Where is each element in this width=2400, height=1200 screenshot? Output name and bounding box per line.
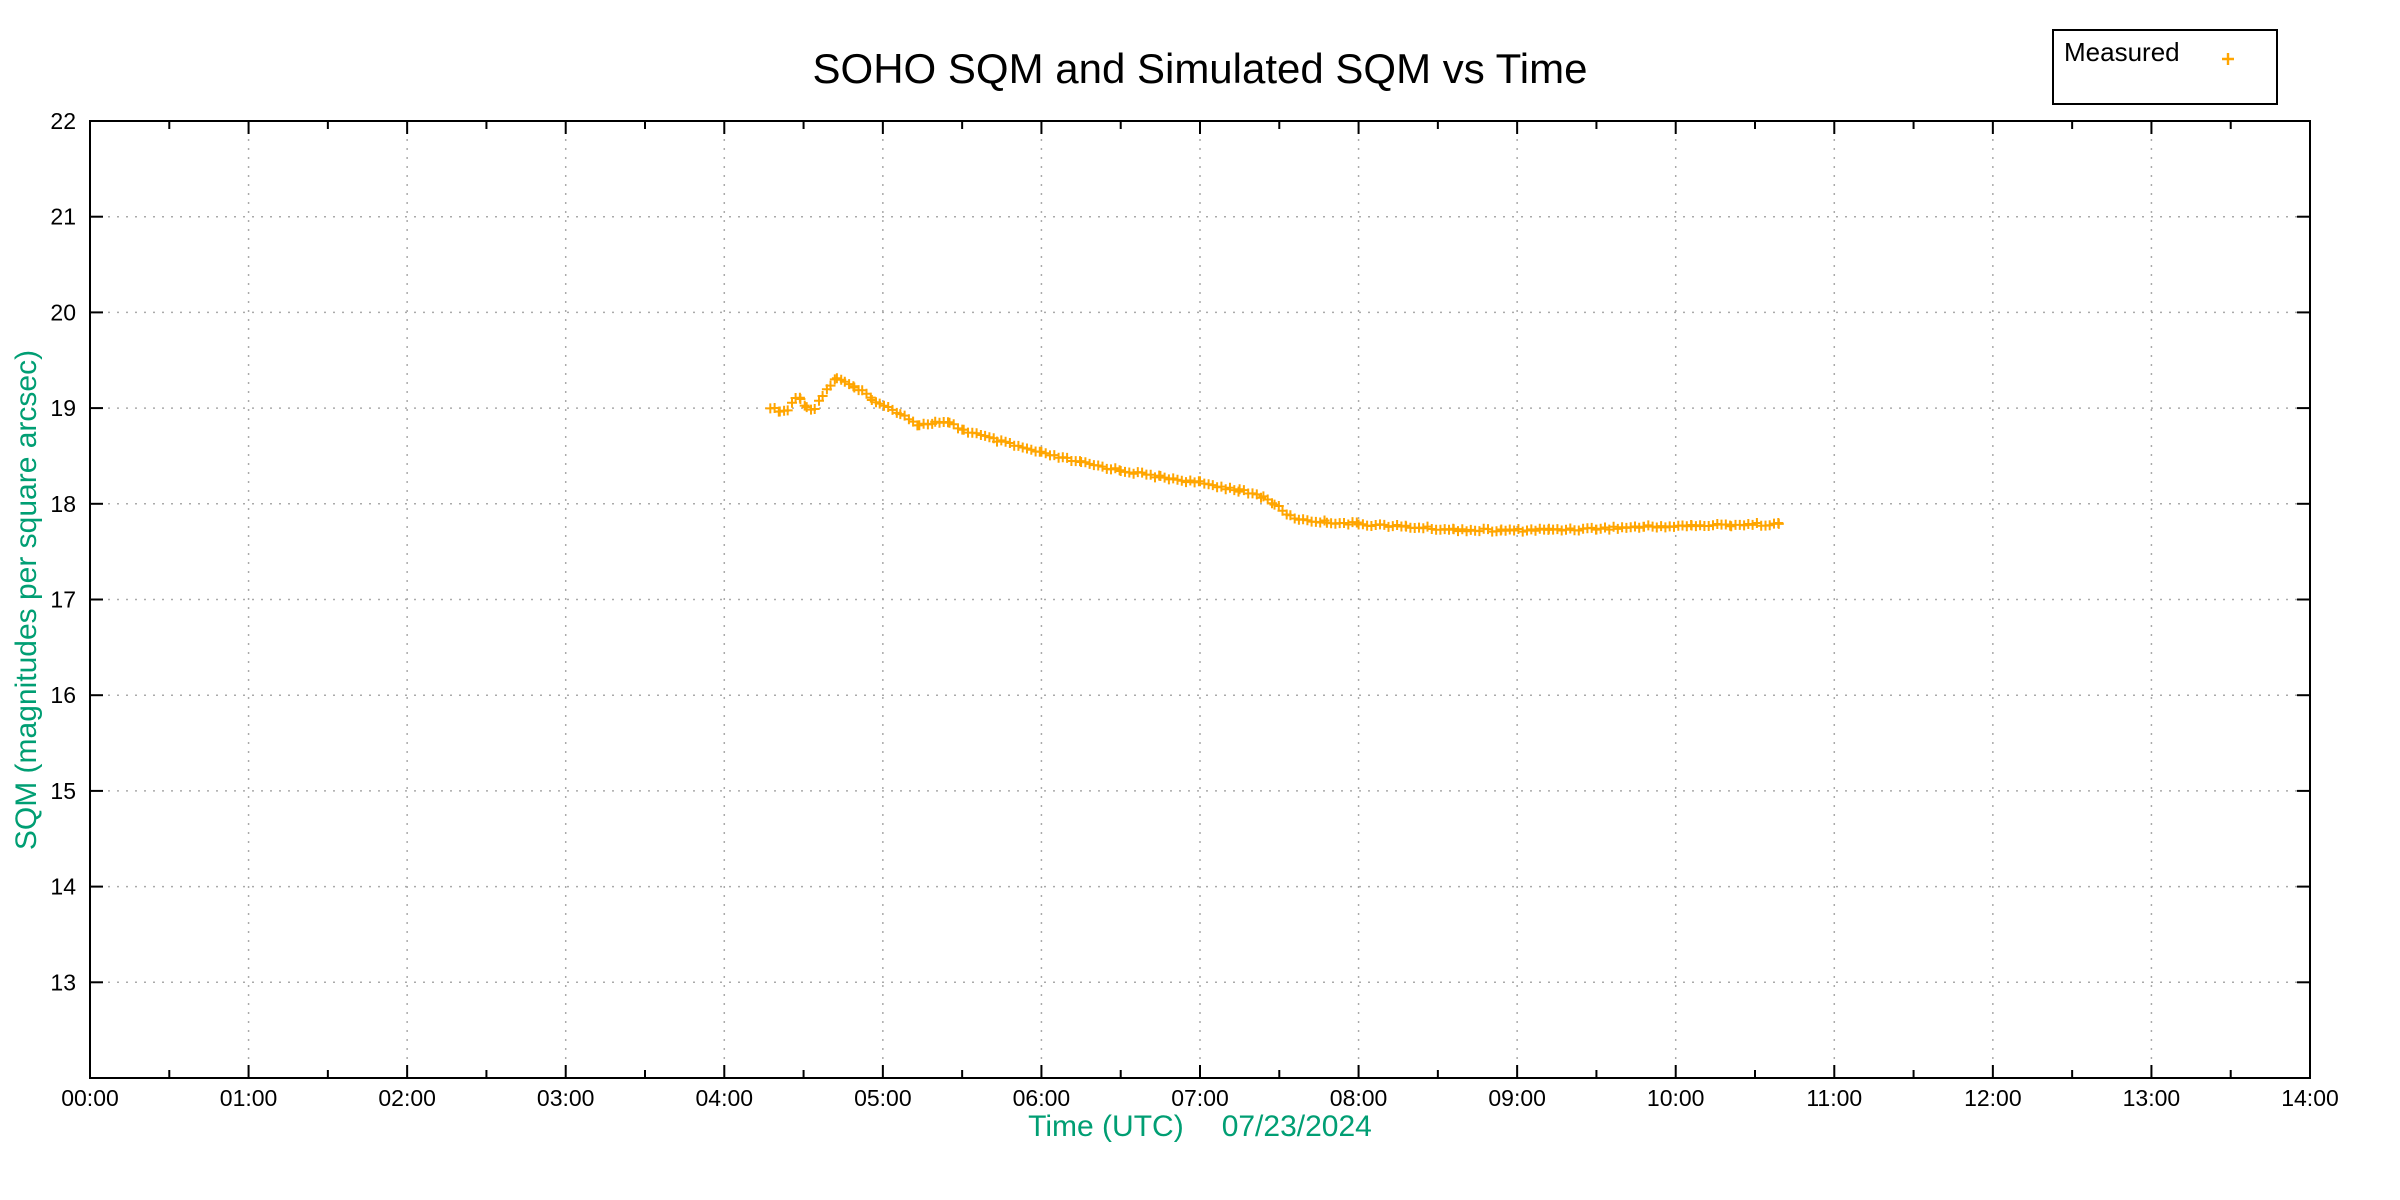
x-tick-label: 08:00 <box>1330 1085 1388 1111</box>
x-tick-label: 09:00 <box>1488 1085 1546 1111</box>
x-tick-label: 05:00 <box>854 1085 912 1111</box>
x-axis-label-row: Time (UTC) 07/23/2024 <box>0 1110 2400 1144</box>
y-tick-label: 13 <box>50 969 76 995</box>
x-tick-label: 13:00 <box>2123 1085 2181 1111</box>
y-tick-label: 21 <box>50 204 76 230</box>
date-label: 07/23/2024 <box>1221 1110 1372 1143</box>
x-tick-label: 10:00 <box>1647 1085 1705 1111</box>
y-tick-label: 19 <box>50 395 76 421</box>
x-tick-label: 11:00 <box>1806 1085 1862 1111</box>
x-tick-label: 12:00 <box>1964 1085 2022 1111</box>
legend-label-measured: Measured <box>2064 37 2180 67</box>
legend: Measured <box>2052 29 2278 105</box>
x-tick-label: 14:00 <box>2281 1085 2339 1111</box>
x-tick-label: 01:00 <box>220 1085 278 1111</box>
x-tick-label: 04:00 <box>696 1085 754 1111</box>
y-tick-label: 14 <box>50 874 76 900</box>
measured-series-markers <box>765 373 1784 537</box>
chart-title: SOHO SQM and Simulated SQM vs Time <box>812 45 1588 92</box>
y-tick-label: 17 <box>50 587 76 613</box>
y-tick-label: 22 <box>50 108 76 134</box>
y-tick-label: 15 <box>50 778 76 804</box>
x-tick-label: 07:00 <box>1171 1085 1229 1111</box>
y-tick-label: 16 <box>50 682 76 708</box>
plus-marker-icon <box>2220 51 2236 72</box>
y-tick-label: 18 <box>50 491 76 517</box>
x-tick-label: 00:00 <box>61 1085 119 1111</box>
x-tick-label: 06:00 <box>1013 1085 1071 1111</box>
y-tick-label: 20 <box>50 299 76 325</box>
x-tick-label: 02:00 <box>378 1085 436 1111</box>
x-tick-label: 03:00 <box>537 1085 595 1111</box>
x-axis-label: Time (UTC) <box>1028 1110 1184 1143</box>
